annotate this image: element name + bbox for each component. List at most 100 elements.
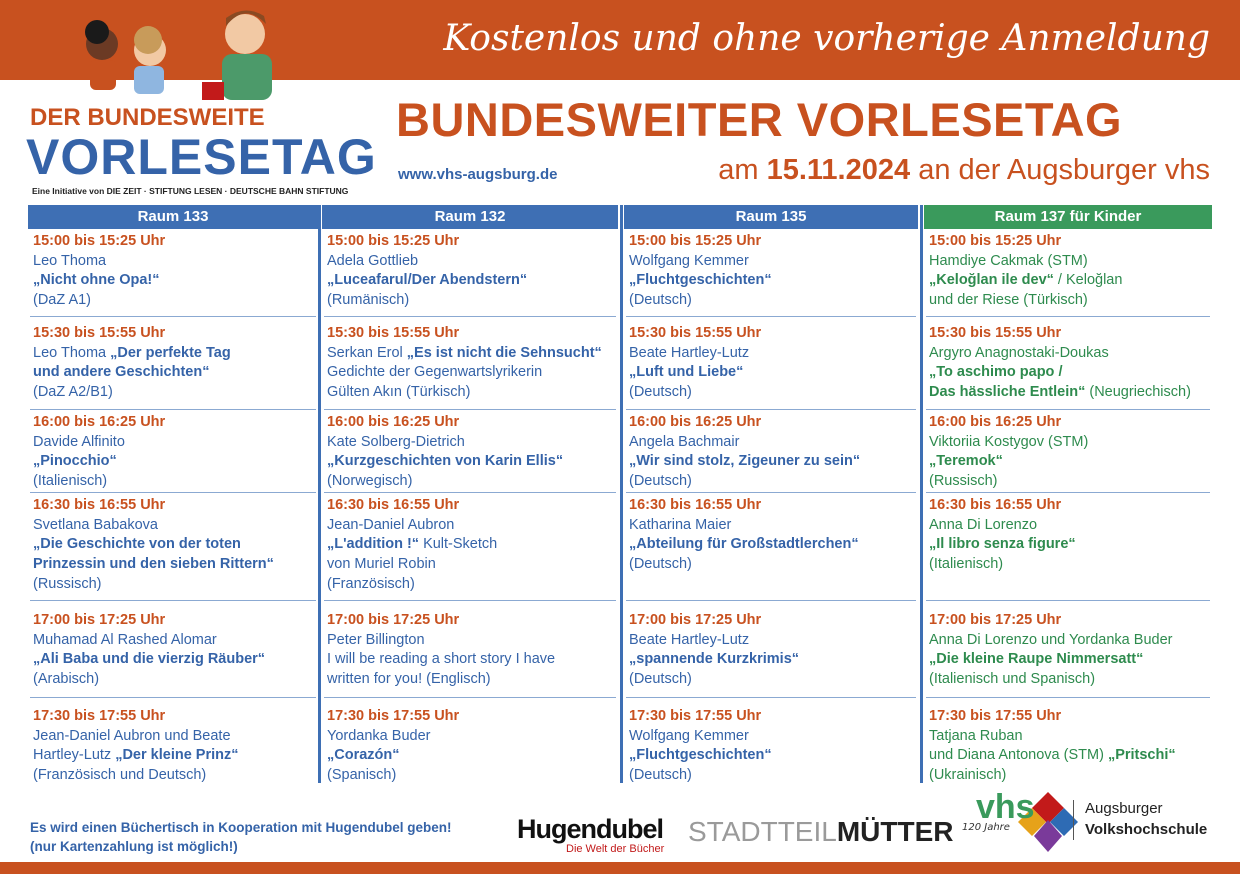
slot-text: (Russisch) bbox=[33, 575, 102, 592]
reading-title: „spannende Kurzkrimis“ bbox=[629, 651, 800, 668]
reading-title: „Luceafarul/Der Abendstern“ bbox=[327, 272, 528, 289]
slot-line: und Diana Antonova (STM) „Pritschi“ bbox=[929, 746, 1176, 766]
reading-title: „Der kleine Prinz“ bbox=[115, 747, 239, 764]
slot-text: (Französisch) bbox=[327, 575, 415, 592]
slot-line: (Deutsch) bbox=[629, 670, 799, 690]
slot-text: (Deutsch) bbox=[629, 671, 692, 688]
slot-text: (DaZ A1) bbox=[33, 292, 92, 309]
slot-text: von Muriel Robin bbox=[327, 556, 436, 573]
slot-line: „Pinocchio“ bbox=[33, 452, 165, 472]
slot-time: 15:30 bis 15:55 Uhr bbox=[327, 325, 460, 341]
slot-text: Katharina Maier bbox=[629, 516, 732, 533]
reading-title: „Pritschi“ bbox=[1107, 747, 1176, 764]
slot-text: (DaZ A2/B1) bbox=[33, 384, 113, 401]
slot-text: Leo Thoma bbox=[33, 252, 107, 269]
slot-line: „L'addition !“ Kult-Sketch bbox=[327, 535, 497, 555]
row-divider bbox=[30, 697, 316, 698]
slot-line: „Die kleine Raupe Nimmersatt“ bbox=[929, 650, 1172, 670]
reading-title: „Die kleine Raupe Nimmersatt“ bbox=[929, 651, 1144, 668]
reading-title: „Fluchtgeschichten“ bbox=[629, 272, 772, 289]
slot-line: Hamdiye Cakmak (STM) bbox=[929, 252, 1122, 272]
row-divider bbox=[926, 600, 1210, 601]
slot-text: Wolfgang Kemmer bbox=[629, 727, 749, 744]
man-head bbox=[225, 14, 265, 54]
slot-text: Viktoriia Kostygov (STM) bbox=[929, 433, 1089, 450]
slot: 15:00 bis 15:25 Uhr Adela Gottlieb „Luceaf… bbox=[327, 232, 527, 311]
slot-line: und andere Geschichten“ bbox=[33, 363, 231, 383]
slot-text: (Deutsch) bbox=[629, 767, 692, 784]
bottom-bar bbox=[0, 862, 1240, 874]
slot-text: Gedichte der Gegenwartslyrikerin bbox=[327, 364, 543, 381]
slot-line: Svetlana Babakova bbox=[33, 516, 274, 536]
slot-line: (Deutsch) bbox=[629, 383, 761, 403]
column-divider bbox=[920, 205, 923, 783]
room-header: Raum 133 bbox=[28, 205, 318, 229]
slot-text: (Deutsch) bbox=[629, 384, 692, 401]
slot: 17:30 bis 17:55 Uhr Wolfgang Kemmer „Fluch… bbox=[629, 707, 772, 786]
emblem-part bbox=[1018, 808, 1046, 836]
slot-line: written for you! (Englisch) bbox=[327, 670, 555, 690]
slot-line: Anna Di Lorenzo bbox=[929, 516, 1076, 536]
slot-line: Kate Solberg-Dietrich bbox=[327, 433, 563, 453]
slot-text: Tatjana Ruban bbox=[929, 727, 1023, 744]
slot: 15:30 bis 15:55 Uhr Argyro Anagnostaki-Do… bbox=[929, 324, 1191, 403]
slot-time: 16:00 bis 16:25 Uhr bbox=[929, 414, 1062, 430]
reading-title: „Luft und Liebe“ bbox=[629, 364, 744, 381]
slot-time: 17:00 bis 17:25 Uhr bbox=[629, 612, 762, 628]
slot-line: Argyro Anagnostaki-Doukas bbox=[929, 344, 1191, 364]
slot-line: Beate Hartley-Lutz bbox=[629, 631, 799, 651]
slot-text: Beate Hartley-Lutz bbox=[629, 344, 750, 361]
slot: 15:30 bis 15:55 Uhr Serkan Erol „Es ist n… bbox=[327, 324, 602, 403]
slot-text: Wolfgang Kemmer bbox=[629, 252, 749, 269]
slot-line: (Italienisch und Spanisch) bbox=[929, 670, 1172, 690]
slot: 16:30 bis 16:55 Uhr Katharina Maier „Abtei… bbox=[629, 496, 859, 575]
slot-line: „Ali Baba und die vierzig Räuber“ bbox=[33, 650, 265, 670]
man-body bbox=[222, 54, 272, 100]
slot: 17:00 bis 17:25 Uhr Muhamad Al Rashed Alo… bbox=[33, 611, 265, 690]
slot-text: (Italienisch) bbox=[929, 556, 1004, 573]
reading-title: „Nicht ohne Opa!“ bbox=[33, 272, 160, 289]
slot-line: Tatjana Ruban bbox=[929, 727, 1176, 747]
slot-time: 16:30 bis 16:55 Uhr bbox=[629, 497, 762, 513]
reading-title: „Der perfekte Tag bbox=[110, 344, 231, 361]
date-prefix: am bbox=[718, 154, 759, 186]
slot-text: (Italienisch und Spanisch) bbox=[929, 671, 1096, 688]
reading-title: „Ali Baba und die vierzig Räuber“ bbox=[33, 651, 266, 668]
slot-line: (Rumänisch) bbox=[327, 291, 527, 311]
slot-text: (Ukrainisch) bbox=[929, 767, 1007, 784]
reading-title: Das hässliche Entlein“ bbox=[929, 384, 1086, 401]
slot-text: Davide Alfinito bbox=[33, 433, 125, 450]
slot-line: (Italienisch) bbox=[929, 555, 1076, 575]
slot-text: Adela Gottlieb bbox=[327, 252, 419, 269]
slot-line: „Die Geschichte von der toten bbox=[33, 535, 274, 555]
man-hair bbox=[226, 10, 266, 26]
slot: 15:00 bis 15:25 Uhr Hamdiye Cakmak (STM) „… bbox=[929, 232, 1122, 311]
book bbox=[202, 82, 224, 100]
slot-time: 15:00 bis 15:25 Uhr bbox=[33, 233, 166, 249]
room-header: Raum 137 für Kinder bbox=[924, 205, 1212, 229]
slot-line: Adela Gottlieb bbox=[327, 252, 527, 272]
reading-title: „Corazón“ bbox=[327, 747, 400, 764]
sponsor-claim: Die Welt der Bücher bbox=[566, 843, 665, 855]
slot-time: 17:00 bis 17:25 Uhr bbox=[327, 612, 460, 628]
slot-line: Serkan Erol „Es ist nicht die Sehnsucht“ bbox=[327, 344, 602, 364]
logo-part: STADTTEIL bbox=[688, 816, 837, 847]
note-line: (nur Kartenzahlung ist möglich!) bbox=[30, 839, 238, 854]
column-divider bbox=[318, 205, 321, 783]
slot-line: „Keloğlan ile dev“ / Keloğlan bbox=[929, 271, 1122, 291]
slot-line: (Ukrainisch) bbox=[929, 766, 1176, 786]
slot-time: 16:30 bis 16:55 Uhr bbox=[33, 497, 166, 513]
slot-text: (Rumänisch) bbox=[327, 292, 410, 309]
slot-line: I will be reading a short story I have bbox=[327, 650, 555, 670]
slot-line: Gedichte der Gegenwartslyrikerin bbox=[327, 363, 602, 383]
slot-text: (Russisch) bbox=[929, 473, 998, 490]
slot-time: 16:30 bis 16:55 Uhr bbox=[929, 497, 1062, 513]
room-header: Raum 132 bbox=[322, 205, 618, 229]
slot-line: Jean-Daniel Aubron und Beate bbox=[33, 727, 239, 747]
slot-time: 17:30 bis 17:55 Uhr bbox=[327, 708, 460, 724]
slot: 15:00 bis 15:25 Uhr Wolfgang Kemmer „Fluch… bbox=[629, 232, 772, 311]
slot-line: Gülten Akın (Türkisch) bbox=[327, 383, 602, 403]
slot-text: Serkan Erol bbox=[327, 344, 407, 361]
reading-title: „Keloğlan ile dev“ bbox=[929, 272, 1054, 289]
